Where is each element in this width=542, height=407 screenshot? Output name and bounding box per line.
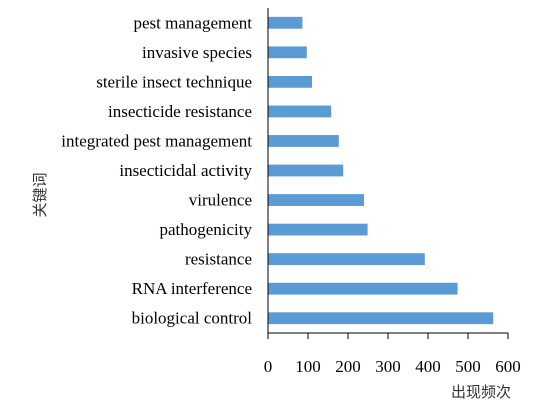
bar-6 bbox=[268, 194, 364, 206]
category-label: resistance bbox=[185, 250, 252, 269]
bar-3 bbox=[268, 105, 332, 118]
category-label: virulence bbox=[189, 191, 252, 210]
bar-10 bbox=[268, 312, 494, 325]
category-label: pathogenicity bbox=[159, 220, 252, 239]
x-tick-label: 600 bbox=[495, 357, 521, 376]
bars bbox=[268, 16, 494, 325]
y-axis-title: 关键词 bbox=[31, 172, 49, 217]
category-label: sterile insect technique bbox=[96, 72, 252, 91]
bar-7 bbox=[268, 223, 368, 236]
x-tick-label: 100 bbox=[295, 357, 321, 376]
bar-0 bbox=[268, 16, 303, 29]
bar-4 bbox=[268, 135, 339, 147]
x-tick-label: 0 bbox=[264, 357, 273, 376]
x-axis-title: 出现频次 bbox=[451, 383, 511, 401]
bar-1 bbox=[268, 46, 307, 59]
bar-5 bbox=[268, 164, 344, 177]
x-tick-labels: 0 100 200 300 400 500 600 bbox=[264, 357, 521, 376]
category-label: insecticidal activity bbox=[119, 161, 252, 180]
category-label: insecticide resistance bbox=[108, 102, 252, 121]
x-tick-marks bbox=[267, 333, 509, 339]
bar-9 bbox=[268, 282, 458, 295]
bar-8 bbox=[268, 253, 425, 266]
bar-2 bbox=[268, 75, 312, 88]
category-label: integrated pest management bbox=[61, 131, 252, 150]
category-label: RNA interference bbox=[132, 279, 252, 298]
category-label: invasive species bbox=[142, 43, 252, 62]
x-tick-label: 200 bbox=[335, 357, 361, 376]
x-tick-label: 400 bbox=[415, 357, 441, 376]
category-label: pest management bbox=[134, 13, 253, 32]
category-labels: pest management invasive species sterile i… bbox=[61, 13, 252, 327]
x-tick-label: 300 bbox=[375, 357, 401, 376]
category-label: biological control bbox=[132, 309, 253, 328]
x-tick-label: 500 bbox=[455, 357, 481, 376]
